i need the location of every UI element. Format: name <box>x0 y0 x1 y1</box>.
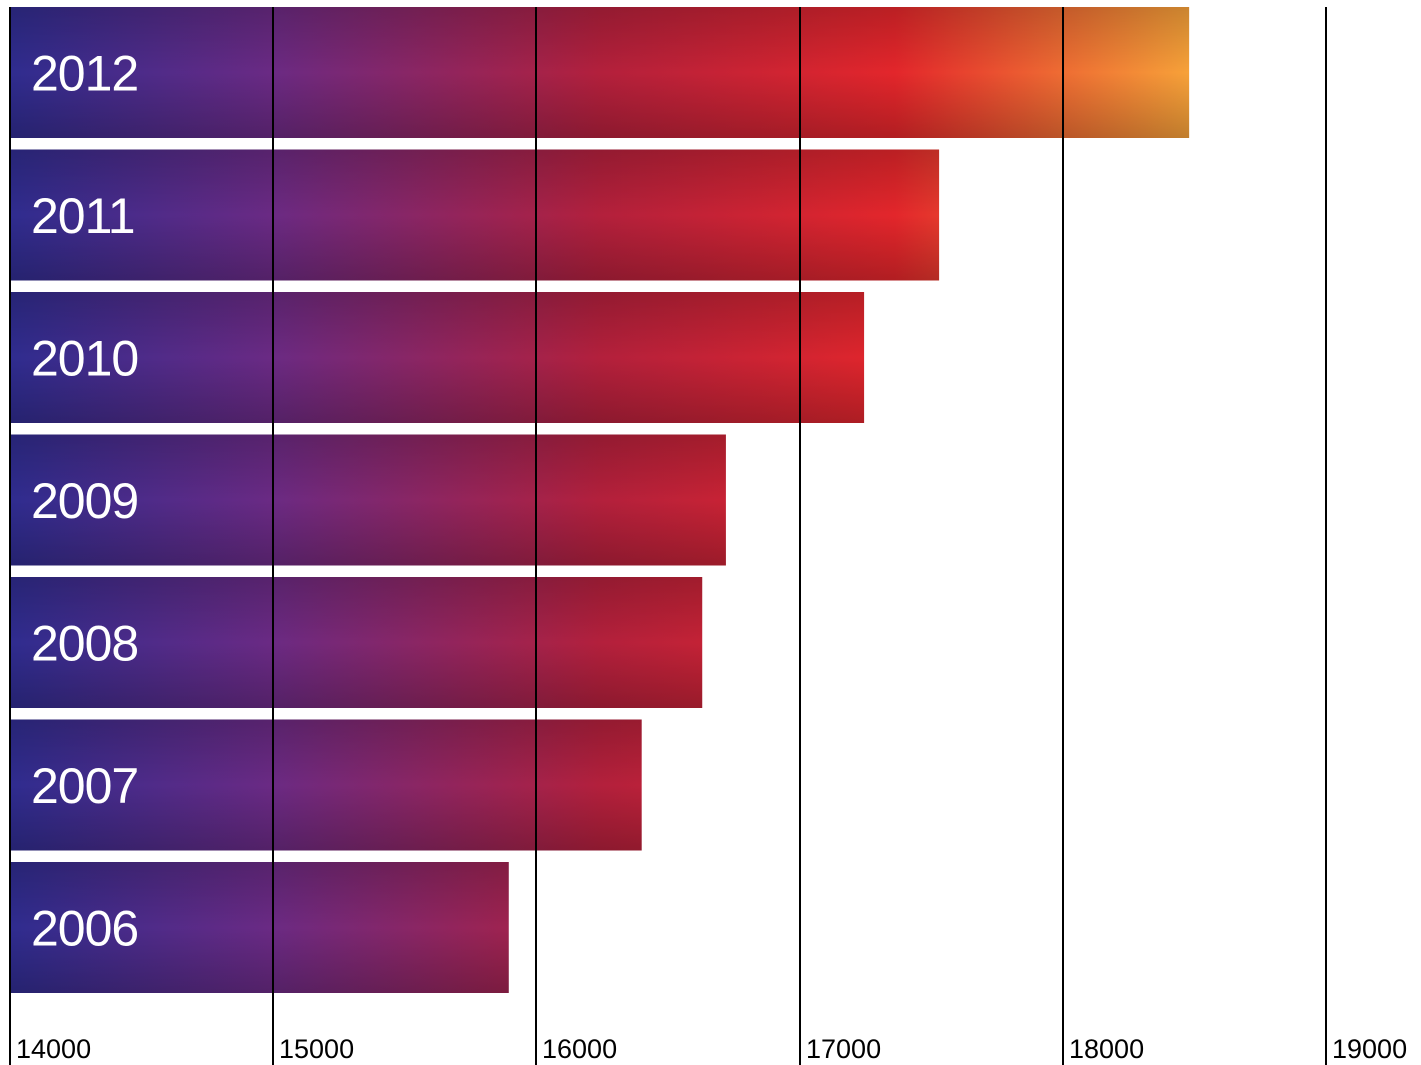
x-axis-tick-labels: 14000 15000 16000 17000 18000 19000 <box>16 1034 1407 1064</box>
gridlines-layer <box>9 7 1327 1065</box>
bar-shading-2010 <box>10 292 865 423</box>
bar-label-2009: 2009 <box>31 473 138 529</box>
x-tick-label-19000: 19000 <box>1332 1034 1407 1064</box>
bar-shading-2006 <box>10 862 509 993</box>
x-tick-label-16000: 16000 <box>542 1034 617 1064</box>
bar-label-2011: 2011 <box>31 188 135 244</box>
bar-label-2008: 2008 <box>31 616 138 672</box>
x-tick-label-14000: 14000 <box>16 1034 91 1064</box>
x-tick-label-15000: 15000 <box>279 1034 354 1064</box>
bar-shading-2008 <box>10 577 703 708</box>
bar-shading-2011 <box>10 149 940 281</box>
bar-label-2007: 2007 <box>31 758 138 814</box>
bar-shading-2012 <box>10 7 1190 138</box>
bar-label-2006: 2006 <box>31 901 138 957</box>
bar-label-2012: 2012 <box>31 46 138 102</box>
bar-shading-2009 <box>10 434 726 566</box>
bar-labels-layer: 2012 2011 2010 2009 2008 2007 2006 <box>31 46 139 957</box>
bar-label-2010: 2010 <box>31 331 138 387</box>
x-tick-label-17000: 17000 <box>806 1034 881 1064</box>
bars-layer <box>10 7 1190 993</box>
x-tick-label-18000: 18000 <box>1069 1034 1144 1064</box>
